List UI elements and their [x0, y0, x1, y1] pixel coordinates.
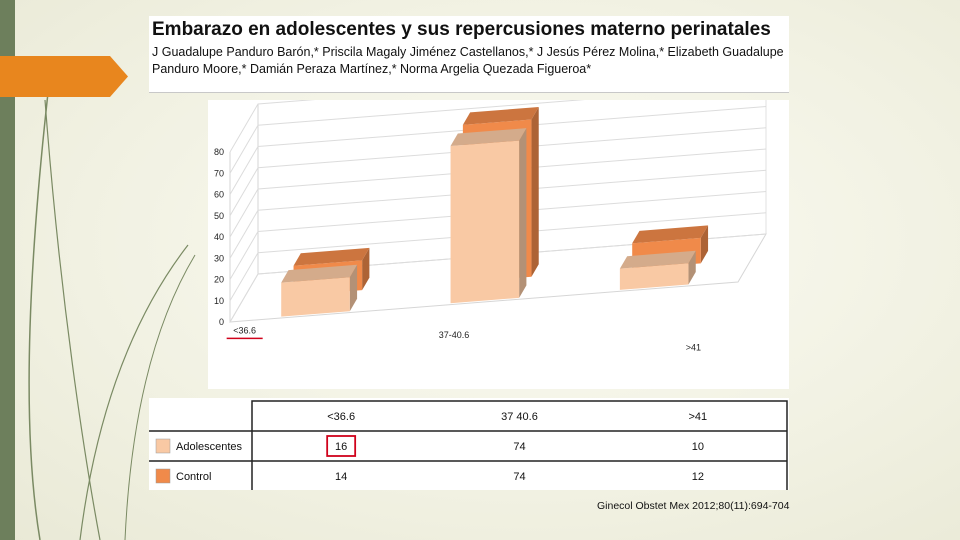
bar-top-face — [281, 264, 358, 283]
table-cell: 74 — [513, 471, 525, 483]
gridline — [229, 191, 767, 280]
row-label: Control — [176, 471, 211, 483]
bar-chart-3d: 0 10 20 30 40 50 60 70 80 <36.6 37-40.6 >41 — [208, 100, 789, 389]
table-cell: 12 — [692, 471, 704, 483]
table-cell: 10 — [692, 441, 704, 453]
y-tick-label: 60 — [214, 190, 224, 200]
x-tick-label: >41 — [686, 343, 701, 353]
article-title: Embarazo en adolescentes y sus repercusi… — [152, 19, 771, 40]
bar-side-face — [362, 247, 370, 291]
x-tick-label: <36.6 — [233, 325, 256, 335]
gridline — [229, 127, 767, 217]
bar-side-face — [531, 107, 539, 277]
orange-arrow-tab — [0, 56, 128, 97]
bar-side-face — [519, 128, 527, 298]
bar-side-face — [700, 225, 709, 264]
bar-adolescentes — [450, 128, 527, 304]
bar-top-face — [632, 225, 709, 244]
gridline — [229, 233, 767, 323]
table-header-cell: >41 — [688, 411, 707, 423]
y-tick-label: 30 — [214, 253, 224, 263]
table-cell: 14 — [335, 471, 347, 483]
bar-adolescentes — [619, 250, 696, 290]
table-header-cell: 37 40.6 — [501, 411, 538, 423]
gridline — [229, 100, 586, 174]
gridline — [229, 106, 767, 195]
data-table: <36.6 37 40.6 >41 Adolescentes 16 74 10 Control… — [149, 398, 789, 490]
slide-side-bar — [0, 0, 15, 540]
chart-bars — [281, 107, 709, 317]
y-tick-label: 10 — [214, 296, 224, 306]
gridline — [229, 169, 767, 259]
bar-top-face — [462, 107, 539, 125]
legend-swatch — [155, 468, 171, 484]
citation: Ginecol Obstet Mex 2012;80(11):694-704 — [597, 500, 790, 512]
y-tick-label: 0 — [219, 317, 224, 327]
table-canvas: <36.6 37 40.6 >41 Adolescentes 16 74 10 Control… — [149, 400, 788, 490]
article-authors: J Guadalupe Panduro Barón,* Priscila Mag… — [152, 45, 784, 76]
decorative-lines — [28, 74, 196, 540]
chart-canvas: 0 10 20 30 40 50 60 70 80 <36.6 37-40.6 >41 — [214, 100, 767, 353]
table-cell: 74 — [513, 441, 525, 453]
article-header: Embarazo en adolescentes y sus repercusi… — [149, 16, 789, 93]
gridline — [229, 100, 316, 153]
bar-front-face — [450, 140, 520, 304]
bar-front-face — [281, 277, 350, 317]
y-tick-label: 20 — [214, 275, 224, 285]
row-label: Adolescentes — [176, 441, 243, 453]
gridline — [229, 148, 767, 238]
x-tick-label: 37-40.6 — [439, 330, 470, 340]
bar-top-face — [619, 250, 696, 269]
highlight-cell-box — [326, 435, 357, 457]
table-header-cell: <36.6 — [327, 411, 355, 423]
bar-front-face — [619, 263, 689, 290]
y-tick-label: 40 — [214, 232, 224, 242]
y-tick-label: 70 — [214, 168, 224, 178]
bar-top-face — [450, 128, 527, 147]
y-tick-label: 50 — [214, 211, 224, 221]
y-tick-label: 80 — [214, 147, 224, 157]
table-border — [251, 400, 788, 490]
bar-top-face — [293, 247, 370, 266]
chart-grid — [229, 100, 767, 323]
gridline — [229, 212, 767, 302]
table-cell: 16 — [335, 441, 347, 453]
bar-side-face — [349, 264, 358, 312]
bar-adolescentes — [281, 264, 358, 317]
legend-swatch — [155, 438, 171, 454]
bar-side-face — [688, 250, 696, 285]
